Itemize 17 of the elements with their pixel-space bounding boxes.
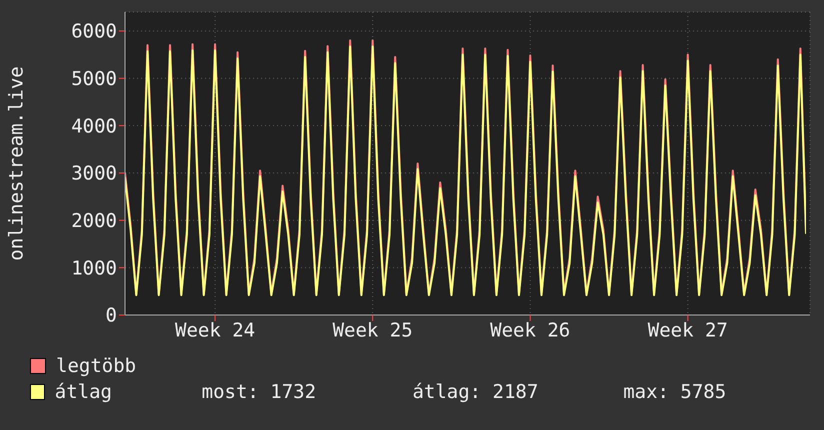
x-tick-label: Week 26 — [490, 319, 570, 342]
y-tick-label: 2000 — [71, 210, 117, 232]
legend-label: átlag — [54, 381, 113, 403]
text: max: 5785 — [623, 381, 728, 403]
y-tick-label: 0 — [106, 304, 117, 327]
y-tick-label: 3000 — [71, 162, 117, 185]
y-axis-title: onlinestream.live — [6, 66, 28, 261]
y-tick-label: 5000 — [71, 68, 117, 90]
y-tick-label: 1000 — [71, 257, 117, 280]
legend-label: legtöbb — [56, 355, 138, 377]
y-tick-label: 4000 — [71, 115, 117, 138]
x-tick-label: Week 25 — [332, 319, 413, 342]
y-tick-label: 6000 — [71, 20, 117, 43]
text: most: 1732 — [202, 381, 318, 403]
text: átlag: 2187 — [412, 381, 540, 403]
x-tick-label: Week 27 — [648, 319, 728, 342]
x-tick-label: Week 24 — [175, 319, 256, 342]
